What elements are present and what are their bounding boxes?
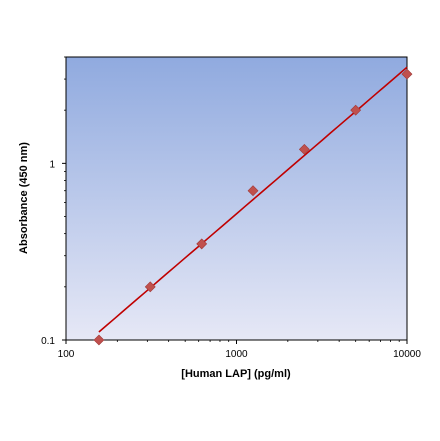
x-axis-title: [Human LAP] (pg/ml): [181, 368, 291, 380]
points-layer: [93, 68, 413, 346]
data-point: [196, 238, 208, 250]
y-tick-label: 1: [49, 159, 55, 170]
x-tick-label: 100: [58, 349, 75, 360]
x-tick-label: 1000: [225, 349, 248, 360]
data-point: [93, 334, 105, 346]
y-tick-label: 0.1: [41, 336, 55, 347]
data-point: [298, 143, 310, 155]
data-point: [350, 104, 362, 116]
data-point: [144, 281, 156, 293]
x-ticks: 100 1000 10000: [58, 340, 421, 360]
data-point: [247, 185, 259, 197]
y-ticks: 0.11: [41, 56, 66, 347]
y-axis-title: Absorbance (450 nm): [18, 142, 30, 254]
plot-area: [65, 56, 408, 341]
x-tick-label: 10000: [393, 349, 421, 360]
data-point: [401, 68, 413, 80]
